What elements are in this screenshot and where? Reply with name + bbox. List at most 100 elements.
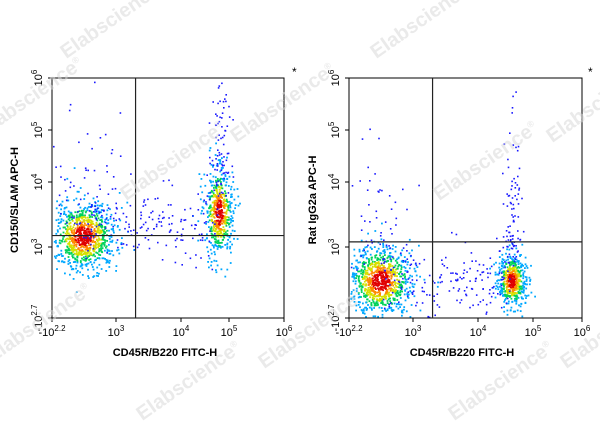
data-point [216, 196, 219, 199]
data-point [396, 290, 399, 292]
data-point [216, 208, 219, 210]
data-point [184, 252, 187, 254]
data-point [89, 231, 92, 233]
data-point [176, 237, 178, 240]
data-point [379, 295, 381, 297]
data-point [96, 239, 98, 242]
data-point [98, 224, 100, 226]
data-point [122, 212, 125, 215]
data-point [376, 250, 378, 253]
data-point [365, 309, 368, 311]
data-point [163, 216, 165, 219]
data-point [501, 265, 504, 267]
data-point [409, 274, 412, 277]
data-point [450, 272, 452, 274]
data-point [222, 161, 224, 163]
data-point [518, 304, 520, 307]
data-point [74, 261, 77, 263]
data-point [364, 270, 367, 272]
data-point [68, 251, 71, 254]
data-point [215, 224, 217, 227]
data-point [66, 224, 69, 227]
data-point [211, 219, 213, 221]
data-point [111, 241, 113, 243]
data-point [406, 292, 409, 295]
data-point [230, 232, 232, 235]
data-point [109, 259, 111, 262]
data-point [482, 271, 485, 273]
data-point [368, 306, 371, 309]
data-point [219, 194, 222, 196]
data-point [507, 278, 509, 280]
data-point [78, 226, 81, 229]
data-point [112, 228, 114, 230]
data-point [458, 288, 461, 290]
data-point [222, 238, 224, 241]
data-point [204, 239, 207, 242]
data-point [412, 290, 415, 292]
data-point [433, 282, 436, 284]
data-point [392, 297, 395, 300]
data-point [367, 280, 370, 282]
data-point [143, 199, 146, 201]
data-point [509, 265, 511, 268]
data-point [364, 251, 367, 254]
data-point [500, 284, 503, 287]
data-point [390, 282, 393, 285]
data-point [224, 244, 227, 246]
data-point [66, 196, 69, 199]
data-point [385, 310, 387, 312]
data-point [374, 293, 377, 295]
data-point [509, 292, 511, 295]
data-point [227, 192, 230, 194]
data-point [498, 250, 501, 252]
data-point [222, 167, 224, 169]
data-point [72, 253, 75, 256]
data-point [84, 259, 87, 262]
data-point [227, 152, 230, 155]
data-point [85, 210, 88, 213]
data-point [387, 255, 390, 258]
data-point [351, 262, 353, 265]
data-point [210, 180, 212, 183]
data-point [80, 232, 83, 235]
data-point [419, 309, 422, 312]
data-point [214, 243, 217, 246]
data-point [396, 303, 398, 305]
data-point [104, 227, 107, 229]
data-point [218, 216, 220, 218]
data-point [63, 210, 66, 213]
data-point [522, 272, 525, 275]
data-point [376, 279, 379, 281]
data-point [361, 273, 364, 276]
data-point [498, 266, 501, 269]
data-point [94, 208, 97, 211]
data-point [92, 223, 95, 225]
data-point [499, 289, 502, 292]
data-point [456, 279, 459, 282]
data-point [210, 261, 213, 263]
data-point [525, 276, 528, 279]
data-point [77, 230, 79, 233]
data-point [376, 267, 379, 269]
data-point [144, 221, 147, 224]
data-point [229, 240, 232, 243]
data-point [506, 297, 509, 300]
data-point [91, 263, 93, 266]
data-point [514, 187, 517, 189]
data-point [209, 213, 212, 215]
data-point [103, 243, 106, 246]
data-point [95, 243, 97, 246]
data-point [93, 214, 95, 216]
data-point [359, 306, 361, 309]
data-point [233, 188, 236, 191]
data-point [399, 289, 402, 292]
data-point [507, 280, 510, 283]
data-point [228, 226, 231, 228]
data-point [59, 233, 62, 236]
data-point [506, 245, 508, 248]
data-point [362, 302, 364, 305]
data-point [382, 274, 385, 277]
data-point [505, 296, 508, 299]
data-point [222, 219, 225, 222]
